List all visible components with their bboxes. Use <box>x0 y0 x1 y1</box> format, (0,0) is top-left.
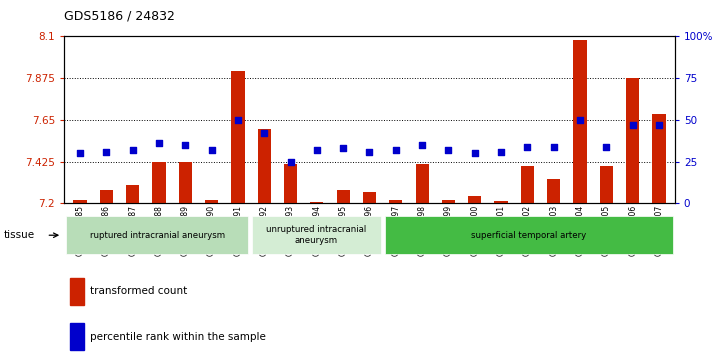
Bar <box>258 129 271 203</box>
Point <box>206 147 217 153</box>
Bar <box>100 190 113 203</box>
Point <box>232 117 243 123</box>
Text: tissue: tissue <box>4 230 35 240</box>
Text: superficial temporal artery: superficial temporal artery <box>471 231 586 240</box>
Bar <box>363 192 376 203</box>
Point <box>258 130 270 136</box>
Bar <box>416 164 428 203</box>
Bar <box>71 278 84 305</box>
Bar <box>252 216 381 254</box>
Point <box>338 145 349 151</box>
Point <box>390 147 401 153</box>
Bar <box>66 216 248 254</box>
Point <box>548 144 559 150</box>
Bar <box>231 71 244 203</box>
Bar <box>336 190 350 203</box>
Bar <box>284 164 297 203</box>
Point <box>363 148 376 154</box>
Text: unruptured intracranial
aneurysm: unruptured intracranial aneurysm <box>266 225 366 245</box>
Text: GDS5186 / 24832: GDS5186 / 24832 <box>64 9 175 22</box>
Bar <box>495 201 508 203</box>
Bar <box>626 78 639 203</box>
Point <box>127 147 139 153</box>
Bar <box>442 200 455 203</box>
Point <box>496 148 507 154</box>
Bar <box>311 202 323 203</box>
Bar <box>521 166 534 203</box>
Point <box>522 144 533 150</box>
Point <box>285 159 296 164</box>
Text: ruptured intracranial aneurysm: ruptured intracranial aneurysm <box>89 231 225 240</box>
Point <box>311 147 323 153</box>
Bar <box>205 200 218 203</box>
Point <box>416 142 428 148</box>
Bar <box>389 200 403 203</box>
Point <box>101 148 112 154</box>
Point <box>180 142 191 148</box>
Point <box>574 117 585 123</box>
Bar <box>600 166 613 203</box>
Point <box>627 122 638 128</box>
Point <box>469 150 481 156</box>
Bar <box>178 163 192 203</box>
Bar <box>71 323 84 350</box>
Point <box>443 147 454 153</box>
Bar <box>547 179 560 203</box>
Bar <box>573 40 587 203</box>
Text: transformed count: transformed count <box>90 286 187 296</box>
Bar <box>152 162 166 203</box>
Bar <box>653 114 665 203</box>
Bar <box>126 185 139 203</box>
Point <box>600 144 612 150</box>
Text: percentile rank within the sample: percentile rank within the sample <box>90 332 266 342</box>
Bar <box>385 216 673 254</box>
Point <box>154 140 165 146</box>
Point <box>74 150 86 156</box>
Point <box>653 122 665 128</box>
Bar <box>468 196 481 203</box>
Bar <box>74 200 86 203</box>
